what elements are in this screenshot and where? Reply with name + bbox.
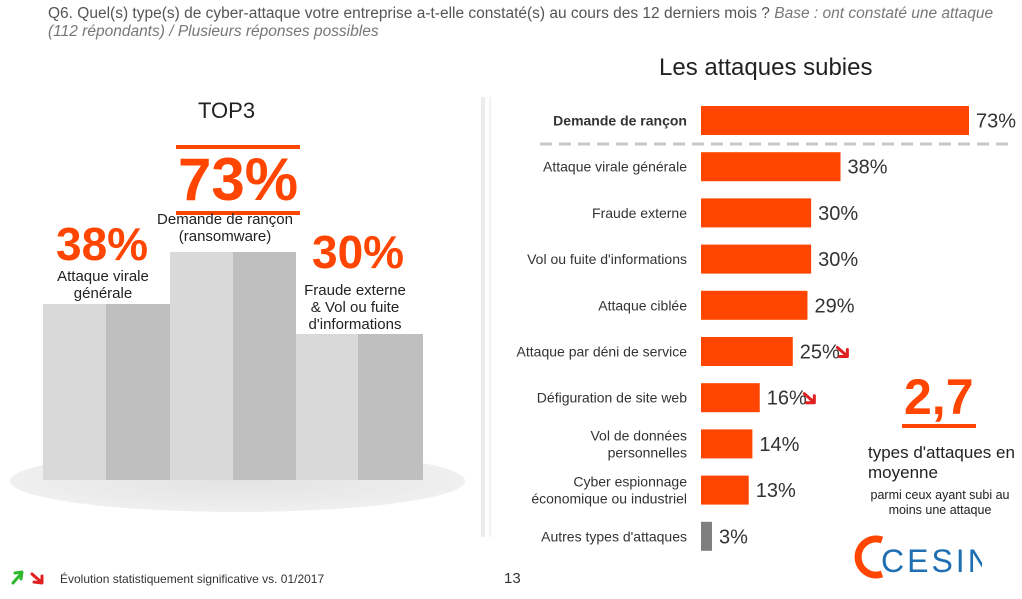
category-label-line: Vol ou fuite d'informations (527, 251, 687, 267)
podium-second-label: Attaque virale générale (38, 268, 168, 302)
podium-third-label: Fraude externe & Vol ou fuite d'informat… (290, 282, 420, 333)
trend-down-icon (30, 572, 44, 585)
category-label-0: Demande de rançon (553, 113, 687, 129)
bar-6 (701, 383, 760, 413)
podium-third-label-line1: Fraude externe (304, 282, 406, 299)
bar-1 (701, 152, 841, 182)
category-label-line: Demande de rançon (553, 113, 687, 129)
bar-5 (701, 337, 793, 366)
value-label-1: 38% (848, 157, 888, 179)
category-label-5: Attaque par déni de service (517, 344, 688, 360)
category-label-line: Défiguration de site web (537, 390, 687, 406)
logo-c-arc (854, 535, 884, 579)
bar-3 (701, 244, 812, 274)
trend-legend-icons (11, 570, 44, 585)
podium-second-label-line2: générale (73, 285, 133, 302)
bar-2 (701, 198, 812, 228)
footer-note: Évolution statistiquement significative … (60, 572, 325, 586)
average-sublabel: parmi ceux ayant subi au moins une attaq… (870, 488, 1010, 517)
value-label-6: 16% (767, 388, 807, 410)
category-label-6: Défiguration de site web (537, 390, 687, 406)
bar-9 (701, 521, 713, 551)
podium-third-value: 30% (312, 226, 405, 278)
bar-4 (701, 290, 808, 320)
category-label-8: Cyber espionnage économique ou industriel (531, 474, 687, 507)
category-label-line: Cyber espionnage (573, 474, 687, 490)
podium-first-label-line1: Demande de rançon (157, 211, 293, 228)
podium-block-second-light (43, 304, 106, 480)
podium-block-second-dark (106, 304, 170, 480)
bar-0 (701, 106, 969, 135)
category-label-line: Autres types d'attaques (541, 528, 687, 544)
value-label-9: 3% (719, 526, 748, 548)
podium-block-first-dark (233, 252, 296, 480)
trend-down-icon-5 (835, 346, 849, 358)
category-label-line: Attaque virale générale (543, 159, 687, 175)
vertical-divider (481, 97, 485, 537)
podium-block-third-light (296, 334, 358, 480)
cesin-logo: CESIN (854, 535, 982, 579)
trend-down-icon-6 (802, 392, 816, 405)
category-label-4: Attaque ciblée (598, 297, 687, 313)
category-label-line: Fraude externe (592, 205, 687, 221)
category-label-line: Vol de données (590, 427, 687, 443)
average-label: types d'attaques en moyenne (868, 443, 1015, 482)
podium-block-first-light (170, 252, 233, 480)
value-label-8: 13% (756, 480, 796, 502)
category-label-line: Attaque par déni de service (517, 344, 688, 360)
podium-first-value: 73% (176, 145, 301, 215)
category-label-7: Vol de données personnelles (590, 427, 687, 460)
question-main: Q6. Quel(s) type(s) de cyber-attaque vot… (48, 5, 770, 22)
value-label-3: 30% (818, 249, 858, 271)
question-base: Base : ont constaté une attaque (112 rép… (48, 5, 994, 40)
value-label-4: 29% (814, 295, 854, 317)
category-label-3: Vol ou fuite d'informations (527, 251, 687, 267)
category-label-9: Autres types d'attaques (541, 528, 687, 544)
chart-title: Les attaques subies (659, 54, 873, 81)
logo-text: CESIN (881, 543, 982, 579)
category-label-line: économique ou industriel (531, 491, 687, 507)
category-label-line: personnelles (608, 444, 687, 460)
value-label-5: 25% (800, 342, 840, 364)
top3-podium: TOP3 73% Demande de rançon (ransomware) … (0, 90, 480, 530)
value-label-2: 30% (818, 203, 858, 225)
podium-title: TOP3 (198, 98, 256, 123)
podium-first-label-line2: (ransomware) (178, 228, 272, 245)
podium-second-value: 38% (56, 218, 149, 270)
podium-third-label-line3: d'informations (308, 316, 402, 333)
value-label-0: 73% (976, 111, 1016, 133)
bar-7 (701, 429, 753, 459)
category-label-2: Fraude externe (592, 205, 687, 221)
podium-second-label-line1: Attaque virale (57, 268, 149, 285)
podium-third-label-line2: & Vol ou fuite (310, 299, 400, 316)
value-label-7: 14% (759, 434, 799, 456)
average-value: 2,7 (902, 370, 976, 428)
question-text: Q6. Quel(s) type(s) de cyber-attaque vot… (48, 5, 1008, 41)
bar-8 (701, 475, 749, 505)
podium-first-label: Demande de rançon (ransomware) (150, 211, 300, 245)
trend-up-icon (11, 570, 24, 585)
category-label-line: Attaque ciblée (598, 297, 687, 313)
category-label-1: Attaque virale générale (543, 159, 687, 175)
page-number: 13 (504, 570, 521, 587)
podium-block-third-dark (358, 334, 423, 480)
